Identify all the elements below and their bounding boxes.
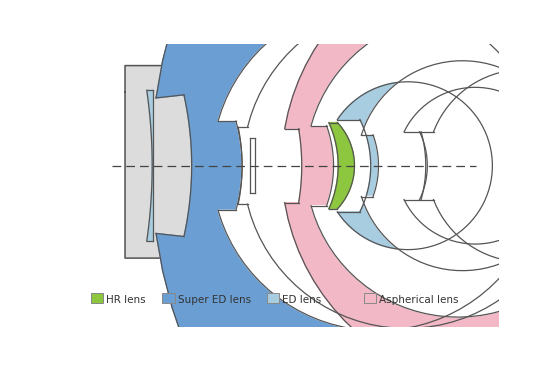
Polygon shape [218,1,544,331]
Text: Super ED lens: Super ED lens [178,295,251,305]
Text: ED lens: ED lens [283,295,322,305]
Polygon shape [361,61,554,270]
Polygon shape [156,0,554,367]
Polygon shape [285,0,554,367]
Polygon shape [329,123,355,209]
Text: Aspherical lens: Aspherical lens [379,295,459,305]
Text: HR lens: HR lens [106,295,146,305]
Bar [364,293,376,303]
Polygon shape [125,58,464,267]
Bar [267,293,279,303]
Polygon shape [311,14,554,317]
Polygon shape [421,69,554,262]
Polygon shape [250,138,255,193]
Bar [162,293,175,303]
Polygon shape [404,87,554,244]
Bar [91,293,104,303]
Polygon shape [147,90,153,241]
Polygon shape [337,82,493,250]
Polygon shape [238,3,554,328]
